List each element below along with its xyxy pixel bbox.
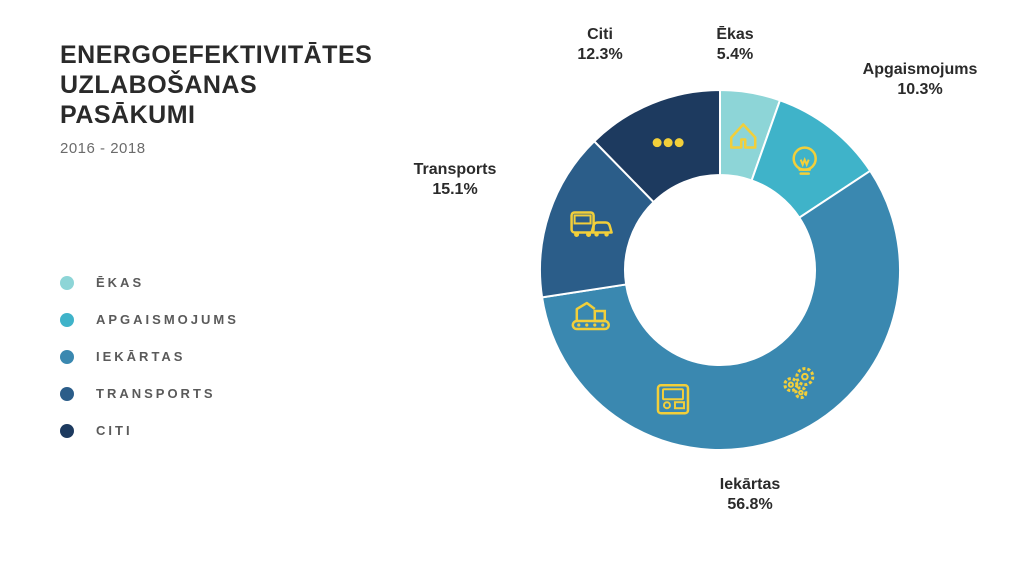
slice-label-transports: Transports 15.1% bbox=[385, 160, 525, 200]
page-title: ENERGOEFEKTIVITĀTES UZLABOŠANAS PASĀKUMI bbox=[60, 40, 360, 130]
slice-pct-ekas: 5.4% bbox=[665, 45, 805, 65]
legend: ĒKAS APGAISMOJUMS IEKĀRTAS TRANSPORTS CI… bbox=[60, 275, 239, 460]
legend-label-transports: TRANSPORTS bbox=[96, 386, 216, 401]
ellipsis-icon bbox=[653, 138, 684, 147]
donut-chart bbox=[540, 90, 900, 450]
slice-label-citi: Citi 12.3% bbox=[530, 25, 670, 65]
title-line-1: ENERGOEFEKTIVITĀTES bbox=[60, 41, 372, 69]
legend-dot-ekas bbox=[60, 276, 74, 290]
slice-name-iekartas: Iekārtas bbox=[680, 475, 820, 495]
slice-name-apgaismojums: Apgaismojums bbox=[850, 60, 990, 80]
legend-dot-citi bbox=[60, 424, 74, 438]
legend-item-iekartas: IEKĀRTAS bbox=[60, 349, 239, 364]
title-line-2: UZLABOŠANAS bbox=[60, 71, 257, 99]
slice-name-transports: Transports bbox=[385, 160, 525, 180]
legend-item-ekas: ĒKAS bbox=[60, 275, 239, 290]
legend-item-citi: CITI bbox=[60, 423, 239, 438]
slice-name-citi: Citi bbox=[530, 25, 670, 45]
legend-label-ekas: ĒKAS bbox=[96, 275, 144, 290]
slice-label-iekartas: Iekārtas 56.8% bbox=[680, 475, 820, 515]
page-root: ENERGOEFEKTIVITĀTES UZLABOŠANAS PASĀKUMI… bbox=[0, 0, 1024, 576]
slice-pct-apgaismojums: 10.3% bbox=[850, 80, 990, 100]
legend-dot-iekartas bbox=[60, 350, 74, 364]
slice-label-ekas: Ēkas 5.4% bbox=[665, 25, 805, 65]
slice-pct-citi: 12.3% bbox=[530, 45, 670, 65]
slice-pct-iekartas: 56.8% bbox=[680, 495, 820, 515]
legend-label-iekartas: IEKĀRTAS bbox=[96, 349, 185, 364]
legend-dot-apgaismojums bbox=[60, 313, 74, 327]
legend-item-apgaismojums: APGAISMOJUMS bbox=[60, 312, 239, 327]
donut-hole bbox=[625, 175, 815, 365]
slice-pct-transports: 15.1% bbox=[385, 180, 525, 200]
title-block: ENERGOEFEKTIVITĀTES UZLABOŠANAS PASĀKUMI… bbox=[60, 40, 360, 157]
legend-label-apgaismojums: APGAISMOJUMS bbox=[96, 312, 239, 327]
page-subtitle: 2016 - 2018 bbox=[60, 140, 360, 157]
slice-label-apgaismojums: Apgaismojums 10.3% bbox=[850, 60, 990, 100]
chart-area: Ēkas 5.4% Apgaismojums 10.3% Iekārtas 56… bbox=[450, 30, 970, 550]
legend-item-transports: TRANSPORTS bbox=[60, 386, 239, 401]
title-line-3: PASĀKUMI bbox=[60, 101, 195, 129]
legend-label-citi: CITI bbox=[96, 423, 133, 438]
legend-dot-transports bbox=[60, 387, 74, 401]
slice-name-ekas: Ēkas bbox=[665, 25, 805, 45]
